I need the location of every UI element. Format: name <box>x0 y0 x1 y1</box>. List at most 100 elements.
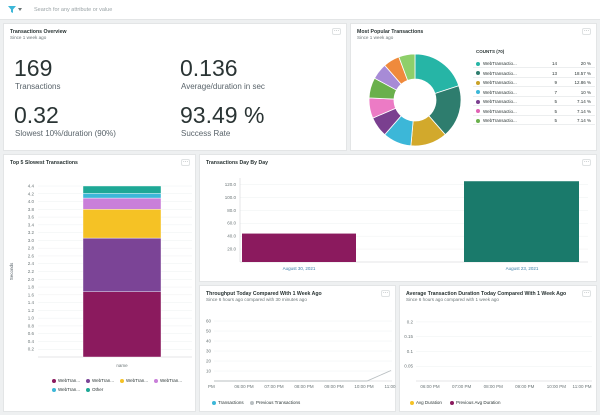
search-input[interactable]: Search for any attribute or value <box>34 6 113 13</box>
y-tick-label: 1.4 <box>28 300 35 305</box>
more-options-button[interactable]: ··· <box>381 290 390 297</box>
legend-row[interactable]: WebTransactio... 5 7.14 % <box>473 107 595 116</box>
legend-row[interactable]: WebTransactio... 7 10 % <box>473 88 595 97</box>
y-tick-label: 100.0 <box>225 195 237 200</box>
y-tick-label: 3.2 <box>28 230 35 235</box>
legend-swatch <box>52 378 56 383</box>
most-popular-panel: Most Popular Transactions Since 1 week a… <box>350 23 597 151</box>
legend-name: WebTransactio... <box>483 118 517 123</box>
legend-item[interactable]: Previous Transactions <box>250 400 300 405</box>
more-options-button[interactable]: ··· <box>332 28 341 35</box>
counts-header: COUNTS (70) <box>476 49 505 54</box>
more-options-button[interactable]: ··· <box>582 159 591 166</box>
y-tick-label: 1.2 <box>28 308 35 313</box>
duration-line-chart: 0.2 0.15 0.1 0.05 06:00 PM 07:00 PM 08:00 PM 09… <box>404 319 592 389</box>
y-tick-label: 0.15 <box>404 334 413 339</box>
legend-row[interactable]: WebTransactio... 5 7.14 % <box>473 97 595 106</box>
legend-swatch <box>476 90 480 94</box>
day-by-day-panel: Transactions Day By Day ··· 120.0 100.0 80… <box>199 154 597 282</box>
legend-row[interactable]: WebTransactio... 13 18.57 % <box>473 69 595 78</box>
legend-item[interactable]: WebTran... <box>52 387 80 392</box>
panel-subtitle: Since 1 week ago <box>10 35 47 40</box>
legend-name: WebTransactio... <box>483 70 517 76</box>
legend-percent: 18.57 % <box>574 70 591 76</box>
x-tick-label: 09:00 PM <box>324 384 344 389</box>
more-options-button[interactable]: ··· <box>582 28 591 35</box>
legend-item[interactable]: Transactions <box>212 400 244 405</box>
y-tick-label: 3.8 <box>28 207 35 212</box>
y-tick-label: 0.4 <box>28 339 35 344</box>
x-tick-label: 06:00 PM <box>234 384 254 389</box>
donut-slice <box>398 53 416 81</box>
x-tick-label: 09:00 PM <box>515 384 535 389</box>
y-tick-label: 2.8 <box>28 246 35 251</box>
legend-row[interactable]: WebTransactio... 14 20 % <box>473 59 595 68</box>
legend-swatch <box>476 61 480 66</box>
legend-name: WebTransactio... <box>483 61 517 66</box>
panel-subtitle: Since 6 hours ago compared with 30 minut… <box>206 297 307 302</box>
transactions-overview-panel: Transactions Overview Since 1 week ago ·… <box>3 23 347 151</box>
legend-item[interactable]: WebTran... <box>52 378 80 383</box>
stat-value: 0.32 <box>14 102 59 128</box>
legend-name: WebTransactio... <box>483 80 517 85</box>
legend-item[interactable]: WebTran... <box>120 378 148 383</box>
y-tick-label: 0.2 <box>407 319 414 324</box>
filter-icon[interactable] <box>8 4 22 16</box>
legend-row[interactable]: WebTransactio... 5 7.14 % <box>473 116 595 125</box>
bar-segment <box>82 291 162 358</box>
y-tick-label: 20.0 <box>227 247 236 252</box>
y-tick-label: 40 <box>206 339 212 344</box>
bar-segment <box>82 237 162 292</box>
x-tick-label: 06:00 PM <box>420 384 440 389</box>
legend-swatch <box>52 387 56 392</box>
x-tick-label: 08:00 PM <box>484 384 504 389</box>
x-tick-label: 11:00 PM <box>385 384 397 389</box>
search-bar: Search for any attribute or value <box>0 0 600 20</box>
legend-percent: 7.14 % <box>576 108 591 114</box>
legend-count: 5 <box>554 118 557 123</box>
x-tick-label: August 23, 2021 <box>506 266 539 271</box>
legend-percent: 12.86 % <box>574 80 591 85</box>
legend-item[interactable]: WebTran... <box>86 378 114 383</box>
y-tick-label: 2.4 <box>28 261 35 266</box>
legend-swatch <box>212 400 216 405</box>
legend-row[interactable]: WebTransactio... 9 12.86 % <box>473 78 595 87</box>
legend-count: 5 <box>554 108 557 114</box>
legend-item[interactable]: Previous Avg Duration <box>450 400 500 405</box>
x-tick-label: 08:00 PM <box>294 384 314 389</box>
more-options-button[interactable]: ··· <box>181 159 190 166</box>
legend-name: WebTransactio... <box>483 99 517 104</box>
legend-swatch <box>86 387 90 392</box>
stat-label: Slowest 10%/duration (90%) <box>15 129 116 138</box>
legend-count: 7 <box>554 89 557 95</box>
y-tick-label: 3.6 <box>28 215 35 220</box>
panel-title: Throughput Today Compared With 1 Week Ag… <box>206 291 322 297</box>
panel-subtitle: Since 1 week ago <box>357 35 394 40</box>
y-tick-label: 0.6 <box>28 331 35 336</box>
panel-subtitle: Since 6 hours ago compared with 1 week a… <box>406 297 499 302</box>
more-options-button[interactable]: ··· <box>582 290 591 297</box>
y-tick-label: 0.05 <box>404 364 413 369</box>
bar-segment <box>82 193 162 199</box>
legend-swatch <box>250 400 254 405</box>
stat-value: 93.49 % <box>180 102 265 128</box>
panel-title: Most Popular Transactions <box>357 29 424 35</box>
throughput-line-chart: 60 50 40 30 20 10 PM 06:00 PM 07:00 PM 08:00 PM 09… <box>206 319 397 390</box>
y-tick-label: 20 <box>206 359 212 364</box>
legend-item[interactable]: Other <box>86 387 103 392</box>
y-tick-label: 1.8 <box>28 285 35 290</box>
panel-title: Transactions Overview <box>10 29 67 35</box>
legend-swatch <box>476 80 480 85</box>
legend-item[interactable]: Avg Duration <box>410 400 442 405</box>
day-bar-chart: 120.0 100.0 80.0 60.0 40.0 20.0 August 30, 202… <box>225 178 588 271</box>
x-tick-label: 10:00 PM <box>547 384 567 389</box>
y-tick-label: 50 <box>206 329 212 334</box>
y-tick-label: 120.0 <box>225 182 237 187</box>
y-tick-label: 0.8 <box>28 323 35 328</box>
legend-swatch <box>120 378 124 383</box>
y-tick-label: 60.0 <box>227 221 236 226</box>
slowest-panel: Top 5 Slowest Transactions ··· 4.4 4.2 4.0… <box>3 154 196 412</box>
y-tick-label: 0.2 <box>28 347 35 352</box>
stat-label: Average/duration in sec <box>181 82 265 91</box>
legend-item[interactable]: WebTran... <box>154 378 182 383</box>
